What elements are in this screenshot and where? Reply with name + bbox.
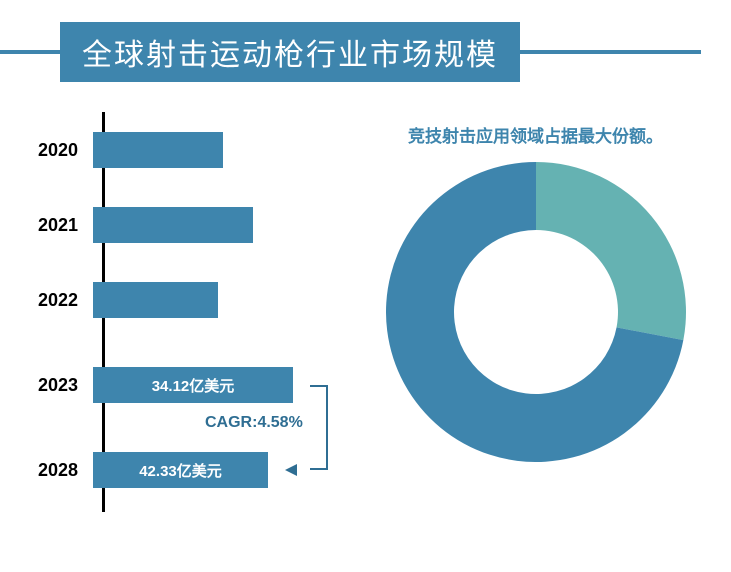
bar-category-label: 2022 [10,290,90,311]
bar-category-label: 2028 [10,460,90,481]
bar-row: 2028 42.33亿美元 [10,452,268,488]
bar-rect [93,132,223,168]
donut-chart [386,162,686,462]
bar-rect [93,282,218,318]
title-bar: 全球射击运动枪行业市场规模 [0,22,731,82]
bar-row: 2020 [10,132,223,168]
donut-slice [536,162,686,340]
bar-row: 2023 34.12亿美元 [10,367,293,403]
bar-category-label: 2021 [10,215,90,236]
charts-container: 2020 2021 2022 2023 34.12亿美元 2028 42.33亿美元 CAGR… [0,112,731,532]
title-rule-right [520,50,701,54]
donut-column: 竞技射击应用领域占据最大份额。 [370,112,701,532]
cagr-label: CAGR:4.58% [205,414,303,432]
donut-svg [386,162,686,462]
bar-rect: 34.12亿美元 [93,367,293,403]
bar-rect [93,207,253,243]
bar-row: 2022 [10,282,218,318]
cagr-arrow-icon [285,464,297,476]
bar-value-label: 34.12亿美元 [152,375,235,396]
donut-caption: 竞技射击应用领域占据最大份额。 [408,122,663,147]
bar-row: 2021 [10,207,253,243]
title-rule-left [0,50,60,54]
bar-category-label: 2020 [10,140,90,161]
bar-value-label: 42.33亿美元 [139,460,222,481]
bar-chart: 2020 2021 2022 2023 34.12亿美元 2028 42.33亿美元 CAGR… [10,112,370,532]
cagr-bracket [310,385,328,470]
bar-category-label: 2023 [10,375,90,396]
page-title: 全球射击运动枪行业市场规模 [60,22,520,82]
bar-rect: 42.33亿美元 [93,452,268,488]
